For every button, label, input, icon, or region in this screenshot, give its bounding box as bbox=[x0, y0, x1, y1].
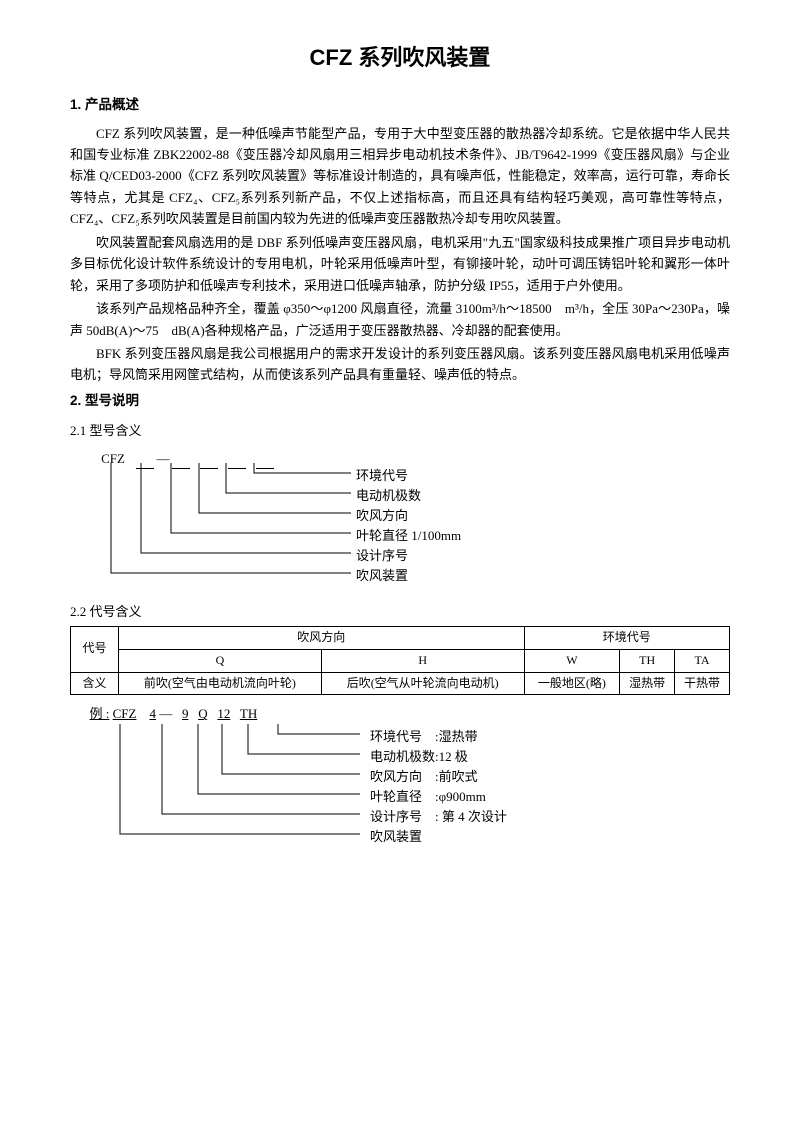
para-4: BFK 系列变压器风扇是我公司根据用户的需求开发设计的系列变压器风扇。该系列变压… bbox=[70, 343, 730, 386]
para-2: 吹风装置配套风扇选用的是 DBF 系列低噪声变压器风扇，电机采用"九五"国家级科… bbox=[70, 232, 730, 296]
section-2-heading: 2. 型号说明 bbox=[70, 390, 730, 412]
example-lines bbox=[90, 721, 370, 861]
example-labels: 环境代号 :湿热带 电动机极数:12 极 吹风方向 :前吹式 叶轮直径 :φ90… bbox=[370, 727, 507, 847]
th-env: 环境代号 bbox=[524, 626, 729, 649]
page-title: CFZ 系列吹风装置 bbox=[70, 40, 730, 76]
model-diagram-1: CFZ — 环境代号 电动机极数 吹风方向 叶轮直径 1/100mm 设计序号 … bbox=[96, 448, 730, 593]
diagram1-labels: 环境代号 电动机极数 吹风方向 叶轮直径 1/100mm 设计序号 吹风装置 bbox=[356, 466, 461, 586]
para-3: 该系列产品规格品种齐全，覆盖 φ350～φ1200 风扇直径，流量 3100m³… bbox=[70, 298, 730, 341]
th-code: 代号 bbox=[71, 626, 119, 672]
th-blow: 吹风方向 bbox=[119, 626, 525, 649]
sub-22: 2.2 代号含义 bbox=[70, 601, 730, 622]
para-1: CFZ 系列吹风装置，是一种低噪声节能型产品，专用于大中型变压器的散热器冷却系统… bbox=[70, 123, 730, 230]
diagram1-lines bbox=[96, 460, 356, 600]
code-meaning-table: 代号 吹风方向 环境代号 Q H W TH TA 含义 前吹(空气由电动机流向叶… bbox=[70, 626, 730, 695]
sub-21: 2.1 型号含义 bbox=[70, 420, 730, 441]
section-1-heading: 1. 产品概述 bbox=[70, 94, 730, 116]
